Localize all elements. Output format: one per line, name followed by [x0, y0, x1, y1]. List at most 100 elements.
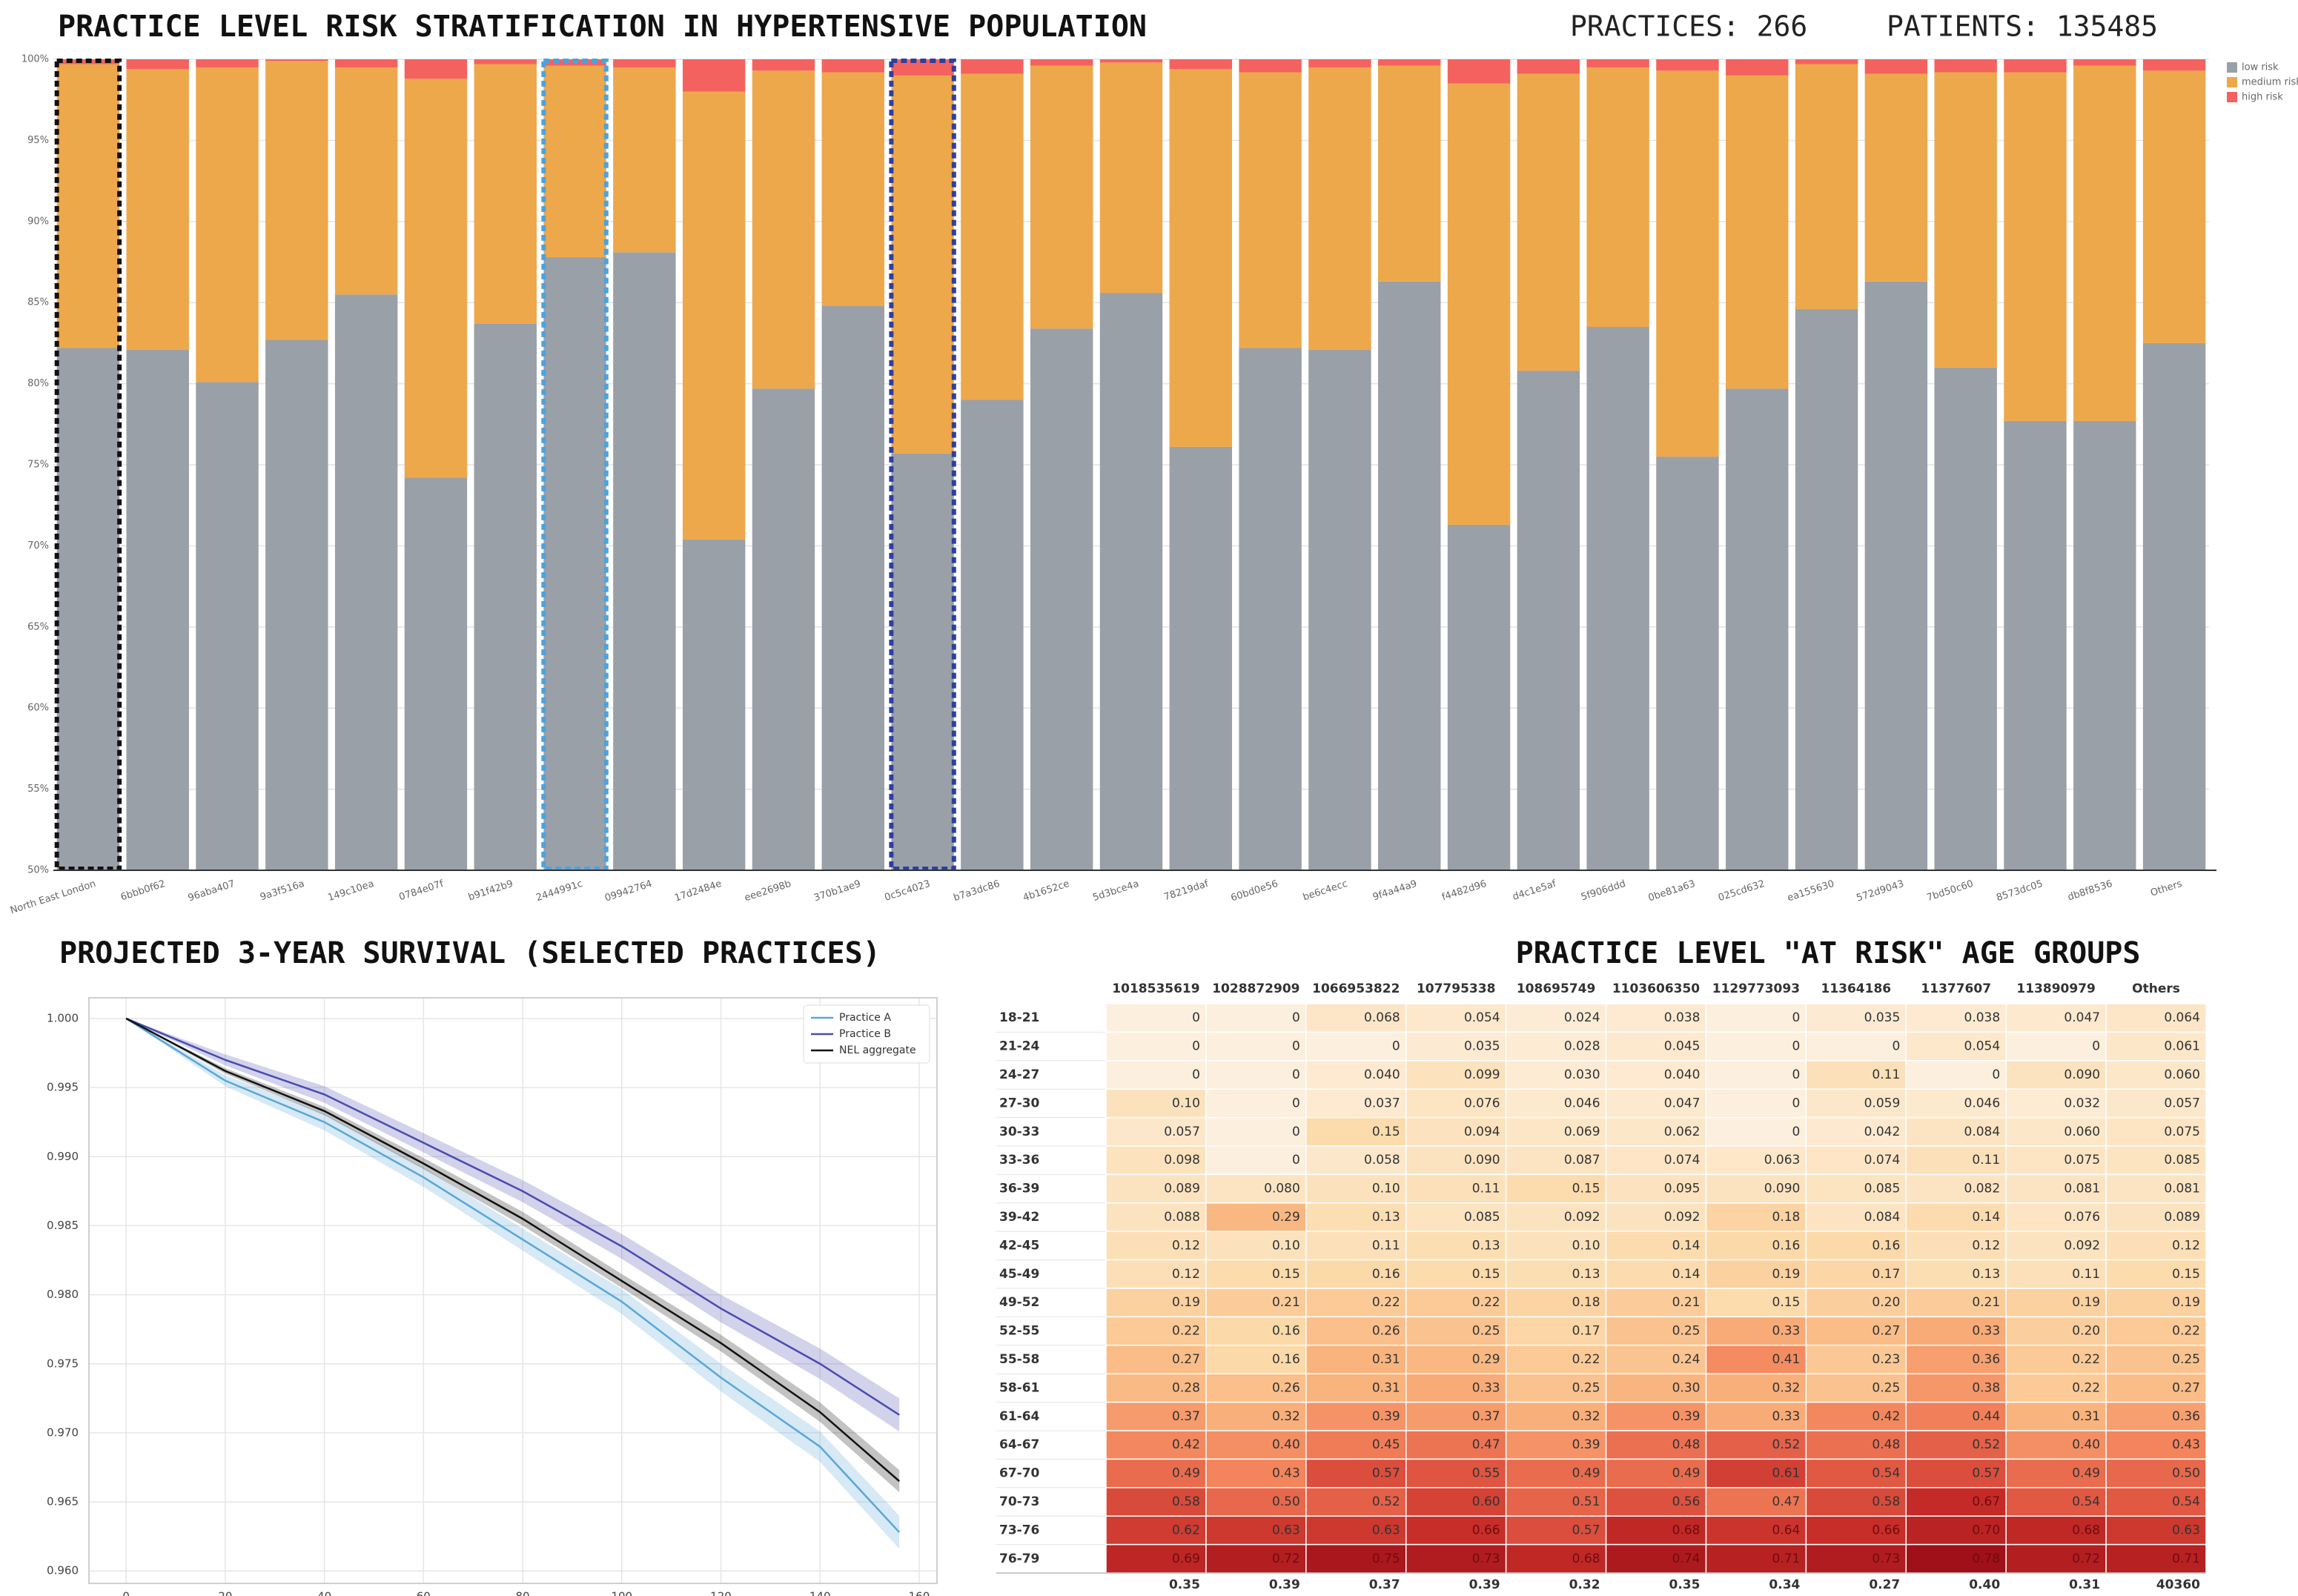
cell-value: 0.059 [1864, 1096, 1901, 1110]
heat-cell [1405, 1345, 1507, 1374]
cell-value: 0 [1792, 1096, 1801, 1110]
heat-cell [1705, 1373, 1807, 1403]
heat-cell [1505, 1259, 1607, 1289]
x-tick-label: b91f42b9 [467, 878, 514, 904]
heat-cell [1105, 1430, 1207, 1460]
bar-segment [196, 59, 259, 67]
cell-value: 0.11 [1472, 1182, 1500, 1196]
cell-value: 0.16 [1272, 1324, 1300, 1339]
bar-segment [752, 70, 815, 389]
column-header: Others [2132, 981, 2180, 996]
heat-cell [1105, 1487, 1207, 1517]
bar-segment [891, 59, 954, 76]
bar-segment [752, 388, 815, 870]
survival-line [125, 1017, 901, 1483]
cell-value: 0.63 [2172, 1523, 2200, 1537]
cell-value: 0.63 [1372, 1523, 1400, 1537]
heat-cell [1305, 1515, 1407, 1546]
cell-value: 0.037 [1364, 1096, 1400, 1110]
heat-cell [1205, 1116, 1307, 1147]
bar-segment [682, 91, 746, 540]
cell-value: 0.058 [1364, 1153, 1400, 1168]
cell-value: 0.075 [2064, 1153, 2100, 1168]
cell-value: 0.21 [1672, 1295, 1701, 1310]
y-tick-label: 0.995 [47, 1081, 79, 1094]
cell-value: 0.024 [1564, 1010, 1600, 1025]
y-tick-label: 75% [27, 460, 49, 471]
bar-segment [682, 59, 746, 92]
legend-swatch [2227, 92, 2237, 102]
row-label: 73-76 [999, 1523, 1039, 1537]
heat-cell [1105, 1288, 1207, 1318]
heat-cell [1105, 1145, 1207, 1176]
heat-cell [2005, 1316, 2107, 1346]
cell-value: 0.046 [1964, 1096, 2001, 1110]
heat-cell [1605, 1316, 1707, 1346]
y-tick-label: 0.980 [47, 1288, 79, 1301]
heat-cell [1705, 1231, 1807, 1261]
heat-cell [1305, 1145, 1407, 1176]
cell-value: 0.090 [1764, 1182, 1801, 1196]
x-tick-label: 9f4a44a9 [1371, 878, 1418, 903]
bar-segment [1795, 59, 1858, 64]
cell-value: 0 [1292, 1010, 1300, 1025]
bar-segment [961, 400, 1024, 870]
y-tick-label: 85% [27, 297, 49, 308]
bar-segment [1656, 457, 1719, 870]
heat-cell [1805, 1031, 1907, 1062]
cell-value: 0.72 [1272, 1552, 1300, 1566]
heat-cell [1905, 1458, 2007, 1489]
cell-value: 0.52 [1372, 1494, 1400, 1509]
heat-cell [1305, 1543, 1407, 1574]
column-header: 1103606350 [1612, 981, 1700, 996]
heat-cell [1205, 1031, 1307, 1062]
row-label: 27-30 [999, 1096, 1040, 1110]
cell-value: 0.39 [1572, 1437, 1600, 1452]
cell-value: 0.21 [1272, 1295, 1300, 1310]
cell-value: 0.092 [1664, 1210, 1701, 1225]
bar-segment [2142, 342, 2206, 870]
bars [56, 59, 2206, 870]
cell-value: 0.25 [2172, 1352, 2200, 1367]
heat-cell [2005, 1430, 2107, 1460]
cell-value: 0.25 [1672, 1324, 1701, 1339]
cell-value: 0.36 [1972, 1352, 2000, 1367]
cell-value: 0.080 [1264, 1182, 1300, 1196]
bar-segment [1169, 69, 1233, 447]
cell-value: 0.085 [1464, 1210, 1500, 1225]
column-header: 1028872909 [1212, 981, 1299, 996]
x-tick-label: be6c4ecc [1302, 878, 1349, 903]
cell-value: 0.057 [1164, 1125, 1200, 1139]
cell-value: 0.50 [1272, 1494, 1300, 1509]
heat-cell [1605, 1173, 1707, 1204]
y-tick-label: 0.970 [47, 1426, 79, 1439]
x-tick-label: 8573dc05 [1995, 878, 2044, 904]
cell-value: 0.24 [1672, 1352, 1701, 1367]
cell-value: 0.33 [1972, 1324, 2000, 1339]
y-tick-label: 1.000 [47, 1011, 79, 1024]
x-tick-label: 0 [122, 1590, 130, 1596]
y-tick-label: 0.965 [47, 1495, 79, 1509]
row-label: 42-45 [999, 1238, 1039, 1253]
heatmap-title: PRACTICE LEVEL "AT RISK" AGE GROUPS [1516, 936, 2141, 970]
heat-cell [1805, 1543, 1907, 1574]
y-tick-label: 55% [27, 784, 49, 795]
cell-value: 0.22 [2072, 1380, 2100, 1395]
cell-value: 0.047 [1664, 1096, 1701, 1110]
bar-segment [126, 59, 189, 70]
cell-value: 0.13 [1572, 1267, 1600, 1282]
heat-cell [2105, 1003, 2207, 1033]
legend-label: Practice B [839, 1028, 891, 1040]
x-tick-label: 17d2484e [673, 878, 723, 904]
cell-value: 0.66 [1472, 1523, 1500, 1537]
bar-segment [2004, 72, 2067, 421]
heat-cell [2005, 1458, 2107, 1489]
heat-cell [1705, 1116, 1807, 1147]
column-header: 1129773093 [1712, 981, 1800, 996]
heat-cell [1305, 1430, 1407, 1460]
bar-segment [1239, 59, 1302, 73]
cell-value: 0.52 [1772, 1437, 1801, 1452]
cell-value: 0.25 [1572, 1380, 1600, 1395]
cell-value: 0.16 [1372, 1267, 1400, 1282]
heat-cell [1705, 1259, 1807, 1289]
